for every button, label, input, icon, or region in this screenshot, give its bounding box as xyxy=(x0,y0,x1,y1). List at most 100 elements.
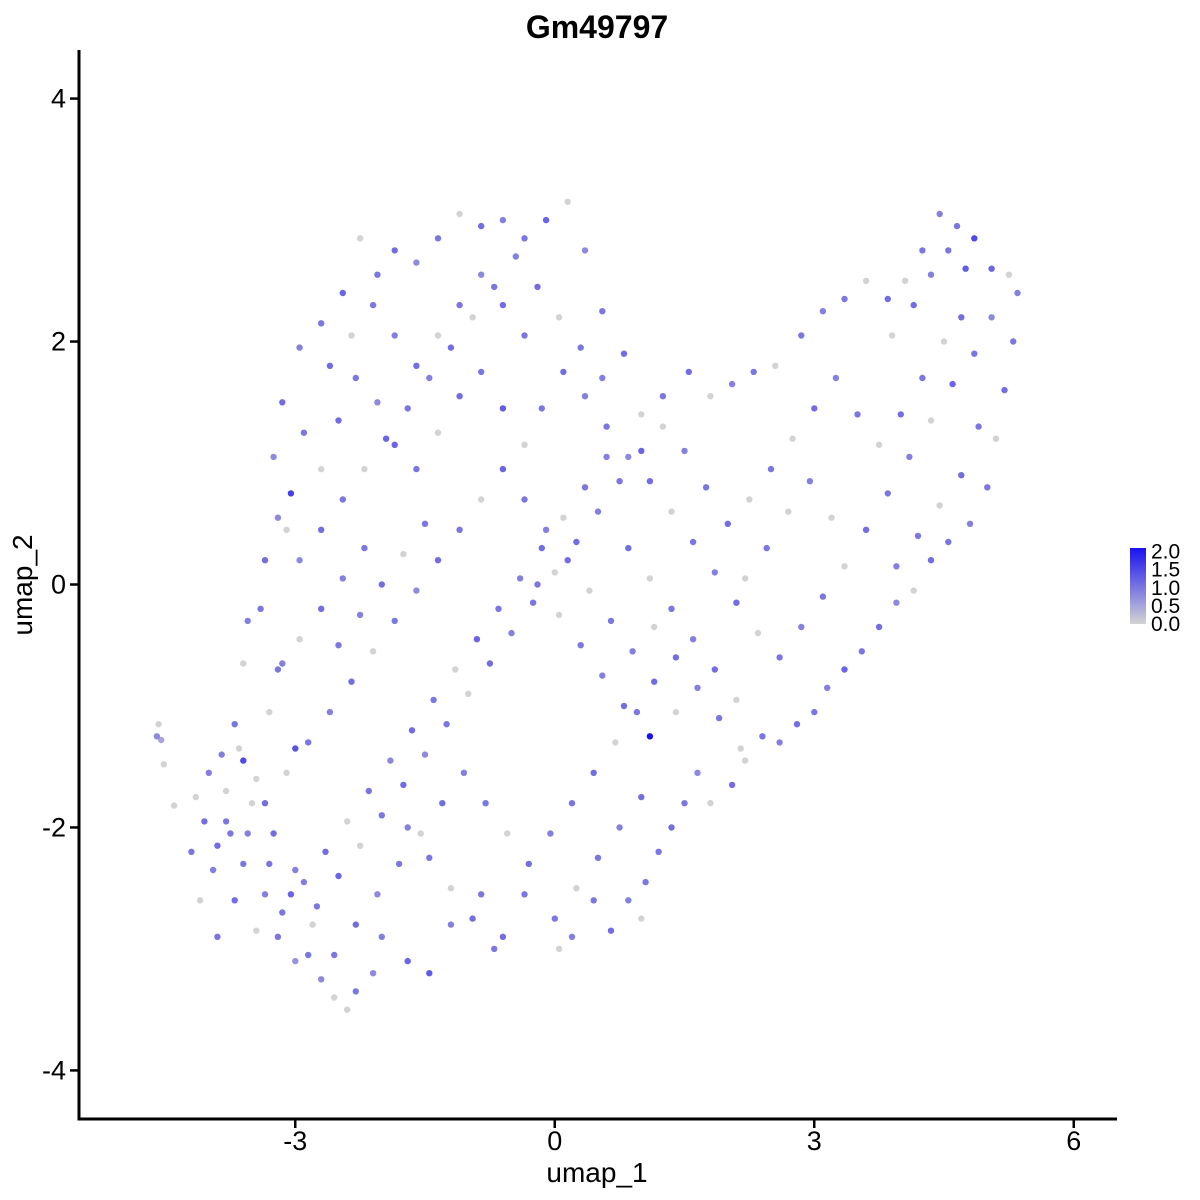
cell-point xyxy=(318,526,325,533)
cell-point xyxy=(287,891,295,898)
cell-point xyxy=(763,544,770,552)
cell-point xyxy=(499,216,507,224)
cell-point xyxy=(893,563,900,570)
cell-point xyxy=(270,830,277,837)
cell-point xyxy=(862,526,870,533)
cell-point xyxy=(629,648,636,655)
cell-point xyxy=(153,733,161,740)
cell-point xyxy=(361,465,368,473)
cell-point xyxy=(374,271,381,278)
cell-point xyxy=(404,957,411,965)
cell-point xyxy=(1014,289,1021,297)
cell-point xyxy=(408,727,416,734)
cell-point xyxy=(434,429,442,436)
x-tick-label: 3 xyxy=(807,1126,822,1156)
y-tick-label: 4 xyxy=(51,84,66,114)
cell-point xyxy=(707,393,714,400)
cell-point xyxy=(564,557,571,564)
cell-point xyxy=(651,678,658,685)
cell-point xyxy=(875,441,883,448)
cell-point xyxy=(694,684,701,691)
cell-point xyxy=(240,860,247,868)
cell-point xyxy=(516,575,524,582)
colorbar-label: 1.0 xyxy=(1151,577,1180,600)
cell-point xyxy=(447,921,455,928)
cell-point xyxy=(421,751,429,758)
cell-point xyxy=(344,1006,351,1013)
cell-point xyxy=(1001,386,1008,394)
cell-point xyxy=(599,672,606,679)
cell-point xyxy=(940,338,948,345)
y-tick-label: 2 xyxy=(51,327,66,357)
colorbar-label: 0.5 xyxy=(1151,595,1180,618)
x-axis-ticks: -3 0 3 6 xyxy=(283,1120,1081,1156)
cell-point xyxy=(529,599,537,606)
cell-point xyxy=(313,903,321,910)
cell-point xyxy=(573,538,580,546)
cell-point xyxy=(188,848,195,855)
cell-point xyxy=(811,708,818,716)
cell-point xyxy=(785,508,792,515)
cell-point xyxy=(478,496,485,503)
cell-point xyxy=(413,465,420,473)
cell-point xyxy=(309,921,316,928)
cell-point xyxy=(404,824,411,831)
cell-point xyxy=(620,702,628,710)
cell-point xyxy=(300,429,308,436)
cell-point xyxy=(581,247,589,254)
cell-point xyxy=(767,465,775,473)
cell-point xyxy=(884,295,891,303)
cell-point xyxy=(244,617,251,625)
cell-point xyxy=(391,441,398,448)
cell-point xyxy=(374,891,381,898)
cell-point xyxy=(214,933,221,940)
x-tick-label: 0 xyxy=(547,1126,562,1156)
cell-point xyxy=(728,781,736,789)
color-legend: 2.01.51.00.50.0 xyxy=(1130,541,1180,636)
cell-point xyxy=(447,344,455,351)
cell-point xyxy=(235,745,243,752)
cell-point xyxy=(279,660,286,667)
cell-point xyxy=(897,411,904,418)
cell-point xyxy=(404,405,411,412)
cell-point xyxy=(274,666,282,673)
cell-point xyxy=(651,623,658,631)
cell-point xyxy=(659,423,667,430)
cell-point xyxy=(992,435,1000,442)
cell-point xyxy=(633,708,641,716)
cell-point xyxy=(205,769,212,776)
cell-point xyxy=(491,945,498,953)
cell-point xyxy=(793,721,801,728)
cell-point xyxy=(261,891,269,898)
cell-point xyxy=(253,775,260,783)
cell-point xyxy=(599,374,606,382)
cell-point xyxy=(668,508,675,515)
x-axis-title: umap_1 xyxy=(546,1157,647,1188)
cell-point xyxy=(694,769,701,776)
cell-point xyxy=(927,417,935,424)
cell-point xyxy=(222,818,230,825)
cell-point xyxy=(231,897,238,904)
cell-point xyxy=(534,581,541,588)
cell-point xyxy=(638,793,645,801)
cell-point xyxy=(155,721,162,728)
cell-point xyxy=(283,526,290,533)
cell-point xyxy=(274,933,282,940)
cell-point xyxy=(646,575,654,582)
cell-point xyxy=(417,830,424,837)
cell-point xyxy=(296,636,303,643)
cell-point xyxy=(685,368,692,376)
cell-point xyxy=(486,660,494,667)
cell-point xyxy=(551,915,558,922)
cell-point xyxy=(287,490,295,497)
cell-point xyxy=(387,757,394,764)
cell-point xyxy=(603,453,610,461)
cell-point xyxy=(426,374,433,382)
cell-point xyxy=(603,423,610,430)
cell-point xyxy=(555,611,563,619)
cell-point xyxy=(348,332,355,339)
cell-point xyxy=(607,617,615,625)
cell-point xyxy=(945,247,952,254)
cell-point xyxy=(642,878,649,886)
